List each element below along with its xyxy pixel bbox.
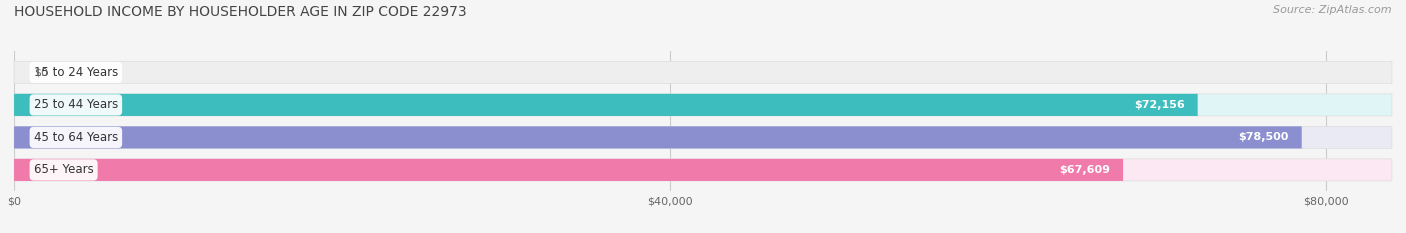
FancyBboxPatch shape <box>14 159 1123 181</box>
Text: 45 to 64 Years: 45 to 64 Years <box>34 131 118 144</box>
FancyBboxPatch shape <box>14 61 1392 83</box>
FancyBboxPatch shape <box>14 94 1392 116</box>
Text: Source: ZipAtlas.com: Source: ZipAtlas.com <box>1274 5 1392 15</box>
FancyBboxPatch shape <box>14 126 1392 148</box>
FancyBboxPatch shape <box>14 126 1302 148</box>
Text: 15 to 24 Years: 15 to 24 Years <box>34 66 118 79</box>
FancyBboxPatch shape <box>14 94 1198 116</box>
Text: $78,500: $78,500 <box>1239 132 1289 142</box>
Text: $67,609: $67,609 <box>1059 165 1109 175</box>
Text: $72,156: $72,156 <box>1133 100 1184 110</box>
Text: HOUSEHOLD INCOME BY HOUSEHOLDER AGE IN ZIP CODE 22973: HOUSEHOLD INCOME BY HOUSEHOLDER AGE IN Z… <box>14 5 467 19</box>
FancyBboxPatch shape <box>14 159 1392 181</box>
Text: 25 to 44 Years: 25 to 44 Years <box>34 98 118 111</box>
Text: 65+ Years: 65+ Years <box>34 163 93 176</box>
Text: $0: $0 <box>34 67 48 77</box>
